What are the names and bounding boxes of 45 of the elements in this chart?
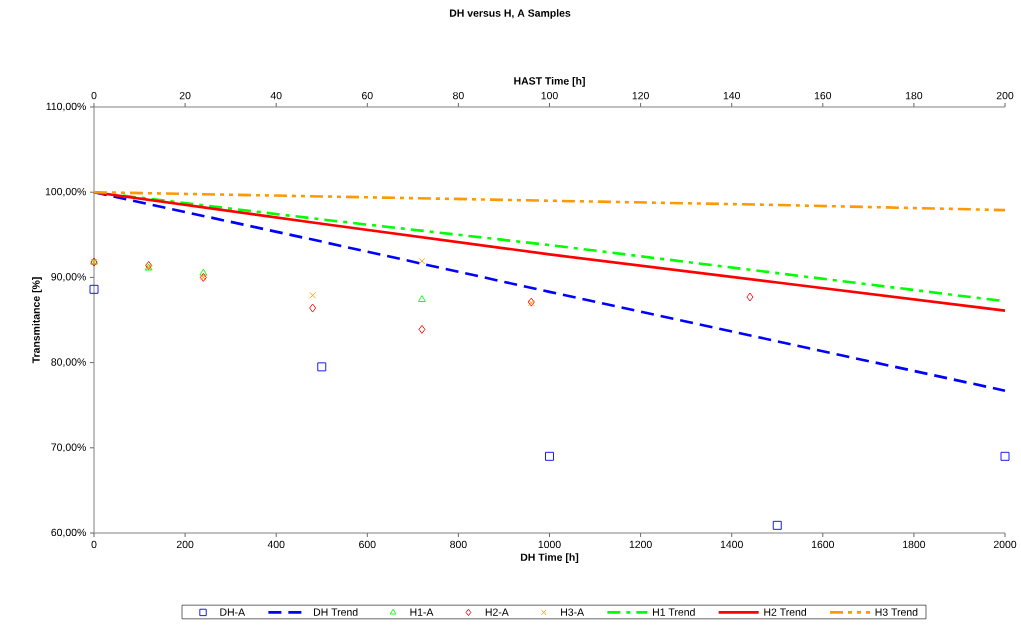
point xyxy=(317,362,327,372)
x-tick-label: 1400 xyxy=(720,540,743,549)
legend-label: H1 Trend xyxy=(653,608,695,616)
legend-label: DH Trend xyxy=(314,608,358,616)
legend-label: H1-A xyxy=(410,608,434,616)
y-tick-label: 90,00% xyxy=(51,273,86,282)
x2-tick-label: 0 xyxy=(91,91,97,100)
legend-label: H2-A xyxy=(485,608,509,616)
x-tick-label: 0 xyxy=(91,540,97,549)
x2-tick-label: 80 xyxy=(453,91,464,100)
x-tick-label: 600 xyxy=(359,540,376,549)
x-tick-label: 1600 xyxy=(811,540,835,549)
x2-tick-label: 120 xyxy=(632,91,649,100)
x2-tick-label: 60 xyxy=(362,91,373,100)
x-tick-label: 200 xyxy=(176,540,194,549)
y-tick-label: 110,00% xyxy=(46,102,86,112)
legend-label: H3 Trend xyxy=(875,608,918,616)
point xyxy=(89,284,99,294)
y-tick-label: 70,00% xyxy=(51,443,86,453)
y-axis-title: Transmitance [%] xyxy=(32,277,42,364)
point xyxy=(545,451,554,461)
y-tick-label: 100,00% xyxy=(45,187,86,197)
x-tick-label: 800 xyxy=(450,540,467,549)
x2-tick-label: 180 xyxy=(905,91,923,100)
y-tick-label: 80,00% xyxy=(51,358,86,367)
legend-label: H2 Trend xyxy=(764,608,806,616)
point xyxy=(772,520,782,530)
x-tick-label: 1200 xyxy=(629,540,652,549)
x2-tick-label: 200 xyxy=(996,91,1014,100)
x-axis-title: DH Time [h] xyxy=(520,553,579,564)
x2-tick-label: 100 xyxy=(541,91,558,100)
x-tick-label: 400 xyxy=(267,540,285,549)
y-tick-label: 60,00% xyxy=(51,528,86,538)
legend-label: H3-A xyxy=(561,608,585,616)
x-tick-label: 1000 xyxy=(538,540,561,549)
x2-tick-label: 20 xyxy=(179,91,191,100)
chart-title: DH versus H, A Samples xyxy=(449,9,571,19)
x2-axis-title: HAST Time [h] xyxy=(514,76,585,87)
x-tick-label: 2000 xyxy=(993,540,1017,549)
x2-tick-label: 160 xyxy=(814,91,832,100)
x2-tick-label: 40 xyxy=(270,91,282,100)
legend-label: DH-A xyxy=(220,608,246,616)
point xyxy=(1000,451,1010,461)
x2-tick-label: 140 xyxy=(723,91,741,100)
x-tick-label: 1800 xyxy=(903,540,926,549)
